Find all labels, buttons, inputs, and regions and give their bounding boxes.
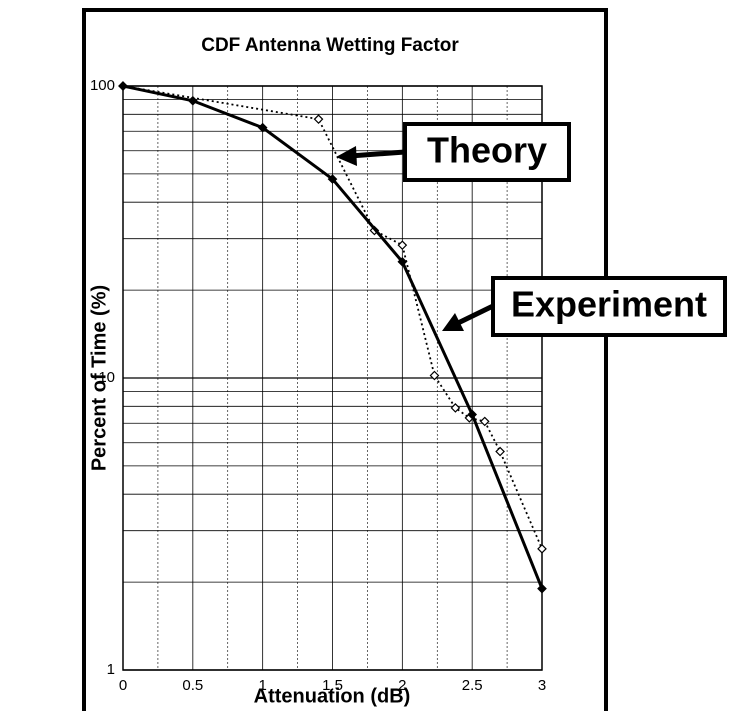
arrowhead bbox=[442, 313, 464, 331]
data-point bbox=[467, 409, 478, 420]
data-point bbox=[537, 583, 547, 594]
frame bbox=[82, 8, 608, 711]
y-tick-label: 10 bbox=[98, 369, 115, 386]
plot-area: 1 10 100 0 0.5 1 1.5 2 2.5 3 bbox=[90, 77, 547, 694]
data-point bbox=[537, 543, 547, 554]
x-tick-label: 2.5 bbox=[462, 677, 483, 694]
experiment-arrow bbox=[454, 303, 495, 327]
data-point bbox=[479, 416, 490, 427]
data-point bbox=[257, 122, 268, 133]
legend-label: Experiment bbox=[511, 284, 707, 325]
x-tick-label: 0.5 bbox=[182, 677, 203, 694]
data-point bbox=[397, 256, 408, 267]
x-axis-label: Attenuation (dB) bbox=[254, 685, 411, 707]
legend-box bbox=[491, 276, 727, 337]
data-point bbox=[429, 370, 440, 381]
data-point bbox=[118, 81, 128, 91]
theory-arrow bbox=[349, 149, 406, 159]
plot-border bbox=[122, 85, 543, 671]
data-point bbox=[313, 114, 324, 124]
y-tick-label: 100 bbox=[90, 77, 115, 94]
data-point bbox=[187, 95, 198, 106]
arrowhead bbox=[336, 146, 357, 166]
x-tick-label: 3 bbox=[538, 677, 546, 694]
data-point bbox=[495, 446, 505, 457]
series-line bbox=[122, 85, 543, 550]
legend-box bbox=[403, 122, 571, 182]
data-point bbox=[450, 403, 461, 413]
data-point bbox=[327, 174, 338, 184]
y-tick-label: 1 bbox=[107, 661, 115, 678]
chart-title: CDF Antenna Wetting Factor bbox=[201, 35, 459, 56]
x-tick-label: 1 bbox=[258, 677, 266, 694]
y-axis-label: Percent of Time (%) bbox=[88, 285, 110, 471]
x-tick-label: 0 bbox=[119, 677, 127, 694]
data-point bbox=[397, 240, 408, 251]
x-tick-label: 2 bbox=[398, 677, 406, 694]
x-tick-label: 1.5 bbox=[322, 677, 343, 694]
legend-label: Theory bbox=[427, 130, 547, 171]
